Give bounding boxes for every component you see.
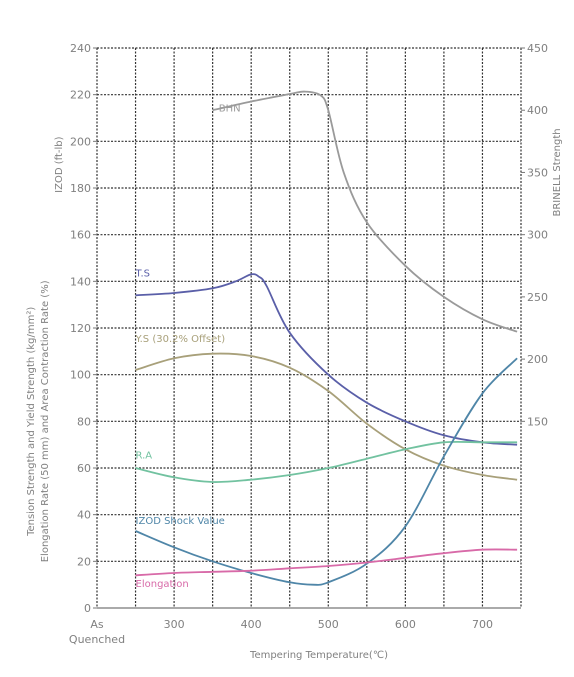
y-left-tick-label: 80 bbox=[77, 415, 91, 428]
y-right-tick-label: 300 bbox=[527, 229, 548, 242]
x-tick-label: 700 bbox=[472, 618, 493, 631]
series-label-bhn: BHN bbox=[219, 104, 241, 115]
y-right-tick-label: 450 bbox=[527, 42, 548, 55]
y-right-tick-label: 250 bbox=[527, 291, 548, 304]
x-tick-label-line2: Quenched bbox=[69, 633, 125, 646]
series-lines bbox=[135, 90, 518, 586]
y-right-tick-label: 350 bbox=[527, 166, 548, 179]
series-label-y-s-30-2-offset: Y.S (30.2% Offset) bbox=[135, 334, 226, 345]
x-axis-title: Tempering Temperature(℃) bbox=[249, 650, 388, 661]
series-label-t-s: T.S bbox=[135, 269, 150, 280]
series-line-elongation bbox=[135, 548, 518, 577]
x-tick-label: 500 bbox=[318, 618, 339, 631]
y-left-tick-label: 40 bbox=[77, 509, 91, 522]
y-left-tick-label: 140 bbox=[70, 275, 91, 288]
y-left-lower-title-2: Elongation Rate (50 mm) and Area Contrac… bbox=[40, 280, 51, 562]
series-label-elongation: Elongation bbox=[136, 579, 189, 590]
series-line-izod-shock-value bbox=[135, 357, 518, 586]
y-right-title: BRINELL Strength bbox=[552, 128, 563, 216]
y-left-upper-title: IZOD (ft-lb) bbox=[54, 136, 65, 192]
series-line-bhn bbox=[212, 90, 518, 333]
x-tick-label: 300 bbox=[164, 618, 185, 631]
y-right-tick-label: 150 bbox=[527, 415, 548, 428]
axes: 0 20 40 60 80 100 120 140 160 180 200 220 240 150 200 2… bbox=[26, 42, 563, 661]
series-label-izod-shock-value: IZOD Shock Value bbox=[136, 516, 225, 527]
y-left-tick-label: 100 bbox=[70, 369, 91, 382]
y-left-tick-label: 120 bbox=[70, 322, 91, 335]
y-left-tick-label: 160 bbox=[70, 229, 91, 242]
y-left-tick-label: 220 bbox=[70, 89, 91, 102]
x-tick-label: As bbox=[90, 618, 104, 631]
y-left-tick-label: 20 bbox=[77, 555, 91, 568]
y-left-lower-title-1: Tension Strength and Yield Strength (kg/… bbox=[26, 307, 37, 537]
y-left-tick-label: 60 bbox=[77, 462, 91, 475]
x-tick-label: 600 bbox=[395, 618, 416, 631]
series-labels: BHN T.S Y.S (30.2% Offset) R.A IZOD Shock Va… bbox=[135, 104, 241, 590]
x-tick-label: 400 bbox=[241, 618, 262, 631]
y-left-tick-label: 180 bbox=[70, 182, 91, 195]
chart-frame: 0 20 40 60 80 100 120 140 160 180 200 220 240 150 200 2… bbox=[4, 4, 570, 673]
y-right-tick-label: 400 bbox=[527, 104, 548, 117]
grid bbox=[96, 47, 522, 609]
series-line-t-s bbox=[135, 273, 518, 446]
y-left-tick-label: 0 bbox=[84, 602, 91, 615]
series-line-r-a bbox=[135, 440, 518, 483]
series-line-y-s-30-2-offset bbox=[135, 352, 518, 481]
y-left-tick-label: 240 bbox=[70, 42, 91, 55]
y-left-tick-label: 200 bbox=[70, 135, 91, 148]
series-label-r-a: R.A bbox=[136, 451, 153, 462]
tempering-chart: 0 20 40 60 80 100 120 140 160 180 200 220 240 150 200 2… bbox=[26, 42, 563, 661]
y-right-tick-label: 200 bbox=[527, 353, 548, 366]
